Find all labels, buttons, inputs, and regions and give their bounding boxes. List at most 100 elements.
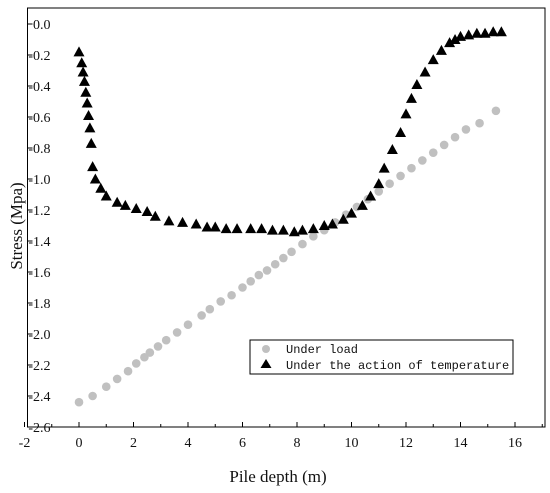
data-point-under-load	[439, 140, 449, 150]
data-point-temperature	[373, 178, 385, 189]
data-point-temperature	[220, 223, 232, 234]
data-point-under-load	[227, 290, 236, 300]
y-tick-label: -0.2	[28, 49, 50, 64]
data-point-temperature	[435, 44, 447, 55]
x-tick-label: 4	[185, 436, 192, 451]
data-point-under-load	[101, 382, 111, 392]
y-tick-label: -1.0	[28, 173, 50, 188]
x-axis-title: Pile depth (m)	[229, 467, 326, 486]
data-point-temperature	[400, 108, 412, 119]
data-point-under-load	[428, 148, 438, 157]
data-point-under-load	[123, 366, 133, 376]
data-point-temperature	[163, 215, 175, 226]
data-point-temperature	[76, 57, 88, 68]
data-point-temperature	[449, 34, 461, 44]
data-point-temperature	[141, 206, 153, 217]
data-point-under-load	[88, 391, 97, 401]
data-point-temperature	[95, 182, 107, 193]
y-tick-label: -2.6	[28, 421, 50, 436]
data-point-under-load	[246, 277, 255, 286]
y-axis-title: Stress (Mpa)	[7, 182, 26, 269]
data-point-under-load	[279, 253, 288, 263]
data-point-under-load	[254, 270, 264, 280]
data-point-temperature	[85, 137, 97, 148]
x-tick-label: 2	[130, 436, 137, 451]
data-point-under-load	[418, 156, 427, 165]
data-point-under-load	[172, 328, 182, 337]
data-point-under-load	[145, 348, 155, 357]
legend-marker-temperature	[260, 359, 272, 368]
data-point-temperature	[365, 190, 377, 201]
data-point-temperature	[80, 86, 92, 97]
data-point-temperature	[346, 207, 357, 218]
data-point-temperature	[378, 162, 390, 173]
y-axis: 0.0 -0.2 -0.4 -0.6 -0.8 -1.0 -1.2 -1.4 -1.6 -1.8 -…	[27, 18, 51, 436]
data-point-temperature	[89, 173, 101, 184]
data-point-temperature	[479, 27, 491, 38]
y-tick-label: -0.6	[28, 111, 50, 126]
data-point-temperature	[77, 66, 89, 77]
data-point-temperature	[256, 223, 268, 234]
data-point-temperature	[411, 78, 423, 89]
data-point-temperature	[288, 226, 300, 237]
data-point-temperature	[87, 161, 99, 172]
plot-frame	[27, 7, 546, 428]
data-point-under-load	[238, 283, 247, 292]
data-point-temperature	[130, 202, 142, 213]
data-point-temperature	[83, 109, 95, 120]
data-point-under-load	[205, 304, 215, 314]
x-tick-label: 6	[239, 436, 246, 451]
data-point-under-load	[131, 359, 141, 368]
data-point-temperature	[81, 97, 93, 108]
data-point-temperature	[177, 216, 189, 227]
data-point-temperature	[245, 223, 257, 234]
data-point-under-load	[374, 187, 384, 196]
legend-box	[249, 339, 514, 375]
data-point-under-load	[461, 125, 471, 134]
data-point-under-load	[309, 232, 318, 241]
y-tick-label: -2.0	[28, 328, 50, 343]
data-point-temperature	[201, 221, 213, 232]
y-tick-label: -1.8	[28, 297, 50, 312]
data-point-under-load	[450, 132, 460, 142]
data-point-under-load	[153, 342, 163, 351]
data-point-under-load	[396, 171, 405, 181]
data-point-under-load	[74, 397, 84, 407]
data-point-temperature	[455, 30, 466, 41]
data-point-under-load	[385, 179, 394, 188]
data-point-temperature	[386, 144, 398, 155]
data-point-temperature	[495, 26, 507, 37]
data-point-temperature	[266, 224, 278, 235]
x-tick-label: 10	[345, 436, 359, 451]
data-point-temperature	[78, 75, 90, 86]
y-tick-label: -1.6	[28, 266, 50, 281]
data-point-temperature	[190, 218, 202, 229]
data-point-under-load	[161, 335, 171, 345]
legend-label-under-load: Under load	[286, 343, 358, 357]
data-point-under-load	[270, 259, 280, 269]
y-tick-label: -2.4	[28, 390, 50, 405]
y-tick-label: -1.2	[28, 204, 50, 219]
x-tick-label: 12	[399, 436, 413, 451]
data-point-under-load	[216, 297, 225, 306]
legend-marker-under-load	[262, 345, 270, 353]
y-tick-label: -2.2	[28, 359, 50, 374]
data-point-temperature	[405, 92, 417, 103]
data-point-temperature	[471, 27, 483, 38]
data-point-temperature	[231, 223, 243, 234]
data-point-under-load	[491, 106, 501, 116]
data-point-temperature	[463, 29, 475, 40]
data-point-under-load	[183, 320, 193, 330]
data-point-under-load	[298, 239, 307, 249]
x-axis: -2 0 2 4 6 8 10 12 14 16	[19, 422, 543, 451]
data-point-temperature	[296, 224, 308, 235]
data-point-temperature	[119, 199, 131, 210]
data-point-temperature	[326, 218, 338, 229]
data-point-under-load	[197, 311, 206, 320]
data-point-temperature	[318, 220, 330, 230]
legend: Under load Under the action of temperatu…	[249, 339, 514, 375]
data-point-temperature	[149, 210, 161, 221]
y-tick-label: 0.0	[33, 18, 51, 33]
data-point-under-load	[407, 163, 416, 173]
